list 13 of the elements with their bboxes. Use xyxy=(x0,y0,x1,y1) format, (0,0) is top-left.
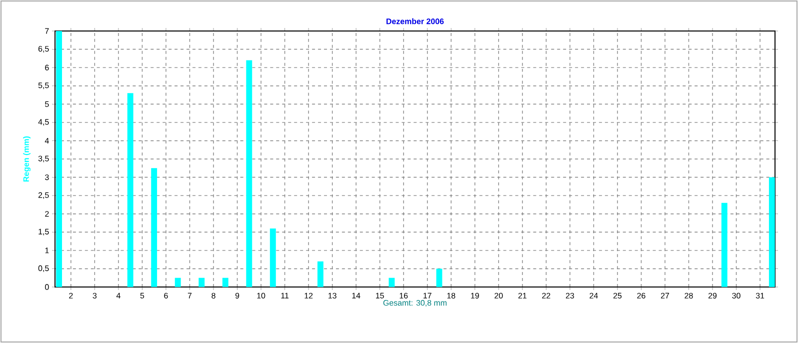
bar xyxy=(270,228,276,287)
bar xyxy=(56,31,62,287)
bar xyxy=(388,278,395,287)
bar xyxy=(768,177,775,287)
bar xyxy=(222,278,228,287)
bar xyxy=(127,93,134,287)
bar xyxy=(317,261,324,287)
bar xyxy=(246,60,252,287)
bar xyxy=(151,168,158,287)
bar xyxy=(174,278,181,287)
bar xyxy=(198,278,205,287)
bar xyxy=(721,202,728,287)
bar xyxy=(436,268,442,287)
